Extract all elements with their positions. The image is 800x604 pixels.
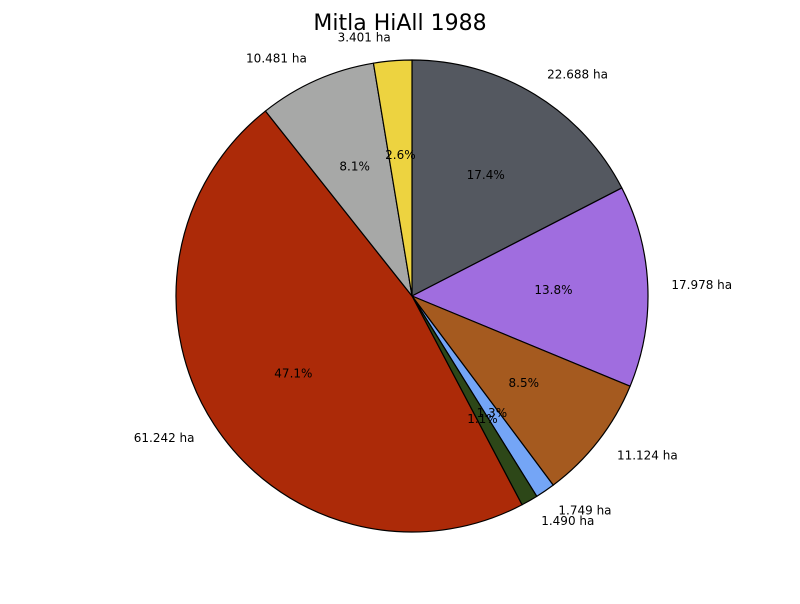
slice-percent-label: 8.1% <box>339 160 370 174</box>
pie-slice <box>264 62 413 297</box>
slice-value-label: 11.124 ha <box>617 448 678 462</box>
slice-value-label: 1.490 ha <box>541 514 594 528</box>
slice-value-label: 17.978 ha <box>671 278 732 292</box>
slice-value-label: 3.401 ha <box>338 30 391 44</box>
pie-slice <box>411 187 649 387</box>
slice-value-label: 1.749 ha <box>558 503 611 517</box>
slice-value-label: 61.242 ha <box>134 431 195 445</box>
pie-labels: 22.688 ha 17.4% 17.978 ha 13.8% 11.124 ha 8.5… <box>134 30 732 528</box>
slice-percent-label: 13.8% <box>534 283 572 297</box>
slice-percent-label: 1.1% <box>467 412 498 426</box>
slice-value-label: 22.688 ha <box>547 67 608 81</box>
pie-slice <box>175 110 523 533</box>
slice-percent-label: 17.4% <box>467 168 505 182</box>
pie-slices <box>175 59 649 533</box>
slice-percent-label: 2.6% <box>385 148 416 162</box>
slice-percent-label: 1.3% <box>477 406 508 420</box>
pie-slice <box>411 59 623 297</box>
pie-slice <box>372 59 413 297</box>
slice-value-label: 10.481 ha <box>246 52 307 66</box>
pie-slice <box>411 295 631 486</box>
slice-percent-label: 47.1% <box>274 366 312 380</box>
slice-percent-label: 8.5% <box>509 376 540 390</box>
chart-title: Mitla HiAll 1988 <box>313 11 486 36</box>
